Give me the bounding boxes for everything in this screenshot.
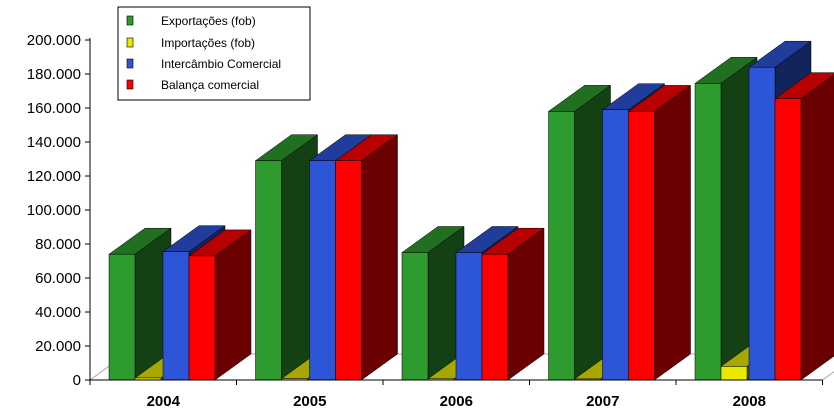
x-category-label: 2007 [586,393,619,410]
bar-0-2004 [108,227,172,381]
bar-3-2007 [627,84,692,381]
legend-swatch-intercambio [126,58,134,69]
bar-0-2007 [547,84,612,381]
legend-label-importacoes: Importações (fob) [161,36,255,50]
bar-3-2006-side [507,227,545,381]
bar-3-2007-side [654,84,691,381]
bar-1-2008-front [720,366,748,381]
y-tick-label: 120.000 [27,168,81,185]
bar-3-2004-front [188,255,216,381]
legend-box [117,6,311,101]
y-tick-label: 40.000 [35,304,81,321]
y-tick-label: 80.000 [35,236,81,253]
y-tick-label: 180.000 [27,66,81,83]
y-tick-label: 160.000 [27,100,81,117]
y-tick-label: 200.000 [27,32,81,49]
bar-0-2004-front [108,253,136,381]
legend-label-balanca: Balança comercial [161,78,259,92]
legend-swatch-importacoes [126,37,134,48]
bar-3-2007-front [628,111,655,381]
bar-2-2006-front [455,252,483,381]
bar-0-2005 [254,134,319,381]
bar-2-2004-front [162,251,190,381]
legend-swatch-balanca [126,79,134,90]
bar-2-2005-front [309,160,336,381]
bar-3-2005 [334,134,399,381]
y-tick-label: 100.000 [27,202,81,219]
bar-0-2006-front [401,252,429,381]
x-category-label: 2008 [733,393,766,410]
legend-label-intercambio: Intercâmbio Comercial [161,57,281,71]
bar-0-2006 [401,226,465,381]
x-category-label: 2004 [147,393,181,410]
y-tick-label: 140.000 [27,134,81,151]
legend-label-exportacoes: Exportações (fob) [161,14,256,28]
bar-0-2008 [694,56,758,381]
bar-0-2005-front [255,160,282,381]
x-category-label: 2005 [293,393,326,410]
bar-0-2007-front [548,111,575,381]
bar-3-2004 [188,229,252,381]
x-category-label: 2006 [440,393,473,410]
bar-3-2008-front [774,98,802,381]
bar-2-2008-front [748,66,776,381]
axis-layer: 0 20.000 40.000 60.000 80.000 100.000 120.000 1… [27,32,823,410]
legend: Exportações (fob) Importações (fob) Inte… [117,6,311,101]
y-tick-label: 0 [73,372,81,389]
bars-layer [88,40,834,381]
y-tick-label: 60.000 [35,270,81,287]
bar-3-2008-side [800,74,834,381]
bar-3-2006 [481,227,545,381]
bar-3-2006-front [481,253,509,381]
bar-3-2004-side [214,229,252,381]
bar-3-2008 [774,72,834,381]
bar-2-2007-front [602,109,629,381]
legend-swatch-exportacoes [126,15,134,26]
bar-0-2008-front [694,83,722,381]
bar-3-2005-front [335,160,362,381]
y-tick-label: 20.000 [35,338,81,355]
bar-3-2005-side [361,134,398,381]
